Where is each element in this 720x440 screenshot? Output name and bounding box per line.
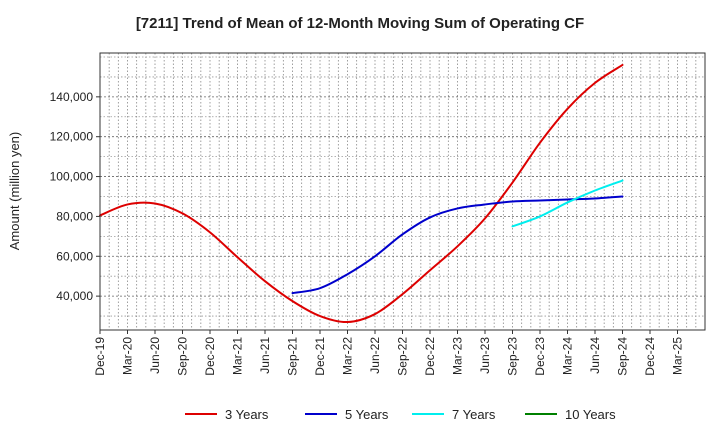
x-tick-label: Dec-24 xyxy=(643,337,657,376)
x-tick-label: Mar-24 xyxy=(561,337,575,375)
x-tick-label: Dec-20 xyxy=(203,337,217,376)
series-line-5-years xyxy=(291,195,624,295)
y-tick-label: 140,000 xyxy=(50,90,94,104)
x-tick-label: Jun-24 xyxy=(588,337,602,374)
y-tick-label: 60,000 xyxy=(56,249,93,263)
series-lines xyxy=(99,63,624,324)
legend-label-3-years: 3 Years xyxy=(225,407,269,422)
y-tick-label: 120,000 xyxy=(50,130,94,144)
legend-label-5-years: 5 Years xyxy=(345,407,389,422)
x-tick-label: Mar-21 xyxy=(231,337,245,375)
y-axis-ticks: 40,000 60,000 80,000 100,000 120,000 140,000 xyxy=(50,90,100,303)
legend: 3 Years 5 Years 7 Years 10 Years xyxy=(185,407,616,422)
legend-label-10-years: 10 Years xyxy=(565,407,616,422)
x-gridlines xyxy=(108,53,697,330)
x-tick-label: Jun-20 xyxy=(148,337,162,374)
x-tick-label: Sep-23 xyxy=(506,337,520,376)
x-tick-label: Mar-23 xyxy=(451,337,465,375)
y-gridlines xyxy=(100,56,705,317)
x-tick-label: Jun-21 xyxy=(258,337,272,374)
y-axis-label: Amount (million yen) xyxy=(7,132,22,251)
series-line-3-years xyxy=(99,63,624,324)
x-tick-label: Dec-22 xyxy=(423,337,437,376)
legend-label-7-years: 7 Years xyxy=(452,407,496,422)
x-tick-label: Sep-21 xyxy=(286,337,300,376)
x-tick-label: Sep-22 xyxy=(396,337,410,376)
x-tick-label: Dec-21 xyxy=(313,337,327,376)
chart-title: [7211] Trend of Mean of 12-Month Moving … xyxy=(136,15,584,32)
x-tick-label: Sep-24 xyxy=(616,337,630,376)
x-axis-ticks: Dec-19 Mar-20 Jun-20 Sep-20 Dec-20 Mar-21 Jun-… xyxy=(93,330,685,376)
y-tick-label: 40,000 xyxy=(56,289,93,303)
x-tick-label: Jun-22 xyxy=(368,337,382,374)
x-tick-label: Mar-25 xyxy=(671,337,685,375)
y-tick-label: 80,000 xyxy=(56,209,93,223)
x-tick-label: Sep-20 xyxy=(176,337,190,376)
x-tick-label: Dec-23 xyxy=(533,337,547,376)
x-tick-label: Jun-23 xyxy=(478,337,492,374)
x-tick-label: Dec-19 xyxy=(93,337,107,376)
x-tick-label: Mar-20 xyxy=(121,337,135,375)
x-tick-label: Mar-22 xyxy=(341,337,355,375)
series-line-7-years xyxy=(511,179,624,228)
y-tick-label: 100,000 xyxy=(50,170,94,184)
